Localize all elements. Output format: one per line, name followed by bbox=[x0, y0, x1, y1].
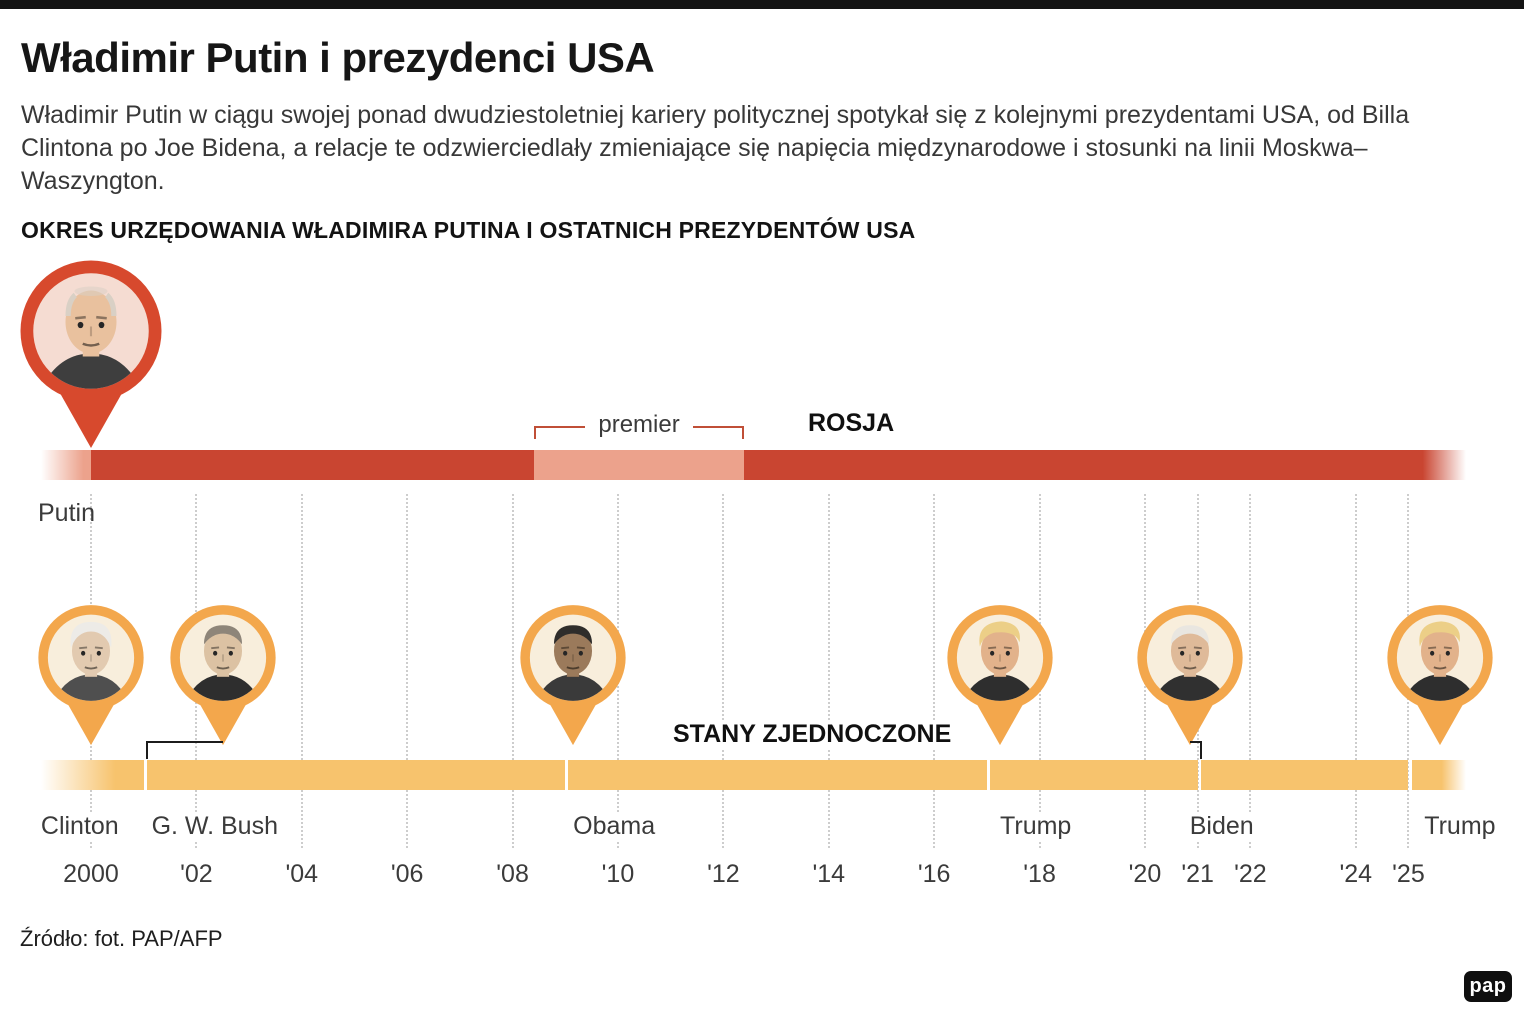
president-photo-pin bbox=[35, 604, 147, 747]
source-credit: Źródło: fot. PAP/AFP bbox=[20, 926, 223, 951]
russia-bar-segment-premier bbox=[533, 450, 745, 480]
year-tick-label: '02 bbox=[177, 860, 216, 889]
pin-connector bbox=[1199, 741, 1202, 759]
russia-bar-segment-premier bbox=[40, 450, 91, 480]
pin-connector bbox=[145, 741, 148, 759]
gridline bbox=[1354, 494, 1357, 848]
gridline bbox=[406, 494, 409, 848]
usa-bar-segment bbox=[1200, 760, 1409, 790]
russia-bar-segment-president bbox=[744, 450, 1467, 480]
year-tick-label: '10 bbox=[598, 860, 638, 889]
president-name-label: Trump bbox=[1000, 812, 1077, 841]
gridline bbox=[511, 494, 514, 848]
russia-bar-segment-president bbox=[90, 450, 534, 480]
bracket-line-left bbox=[533, 426, 586, 439]
usa-bar-segment bbox=[990, 760, 1198, 790]
premier-label: premier bbox=[598, 411, 680, 438]
intro-paragraph: Władimir Putin w ciągu swojej ponad dwud… bbox=[21, 101, 1410, 195]
year-tick-label: '18 bbox=[1020, 860, 1059, 889]
gridline bbox=[722, 494, 725, 848]
year-tick-label: '04 bbox=[282, 860, 322, 889]
president-name-label: Biden bbox=[1189, 812, 1259, 841]
usa-bar-segment bbox=[1411, 760, 1467, 790]
year-tick-label: '08 bbox=[493, 860, 532, 889]
usa-bar-segment bbox=[568, 760, 987, 790]
pin-connector bbox=[146, 741, 223, 743]
gridline bbox=[933, 494, 936, 848]
year-tick-label: '06 bbox=[387, 860, 427, 889]
year-tick-label: 2000 bbox=[60, 860, 122, 889]
president-name-label: G. W. Bush bbox=[151, 812, 283, 841]
usa-bar-segment bbox=[146, 760, 566, 790]
president-photo-pin bbox=[517, 604, 629, 747]
gridline bbox=[300, 494, 303, 848]
putin-name-label: Putin bbox=[38, 499, 95, 527]
year-tick-label: '12 bbox=[704, 860, 743, 889]
year-tick-label: '25 bbox=[1389, 860, 1428, 889]
president-photo-pin bbox=[944, 604, 1056, 747]
bracket-line-right bbox=[692, 426, 745, 439]
pin-connector bbox=[1189, 741, 1201, 743]
year-tick-label: '22 bbox=[1231, 860, 1270, 889]
president-photo-pin bbox=[1384, 604, 1496, 747]
usa-bar-segment bbox=[40, 760, 144, 790]
usa-track-label: STANY ZJEDNOCZONE bbox=[667, 720, 958, 749]
pap-logo: pap bbox=[1464, 971, 1512, 1002]
president-photo-pin bbox=[167, 604, 279, 747]
year-tick-label: '20 bbox=[1125, 860, 1165, 889]
year-tick-label: '24 bbox=[1336, 860, 1376, 889]
section-heading: OKRES URZĘDOWANIA WŁADIMIRA PUTINA I OST… bbox=[21, 217, 916, 243]
putin-photo-pin bbox=[16, 259, 166, 451]
president-name-label: Obama bbox=[573, 812, 661, 841]
russia-track-label: ROSJA bbox=[808, 409, 895, 437]
year-tick-label: '16 bbox=[914, 860, 954, 889]
premier-bracket: premier bbox=[533, 411, 745, 454]
president-name-label: Trump bbox=[1424, 812, 1501, 841]
year-tick-label: '21 bbox=[1178, 860, 1217, 889]
page-title: Władimir Putin i prezydenci USA bbox=[21, 34, 655, 81]
year-tick-label: '14 bbox=[809, 860, 849, 889]
top-divider bbox=[0, 0, 1524, 9]
president-photo-pin bbox=[1134, 604, 1246, 747]
gridline bbox=[1249, 494, 1252, 848]
gridline bbox=[827, 494, 830, 848]
president-name-label: Clinton bbox=[40, 812, 124, 841]
